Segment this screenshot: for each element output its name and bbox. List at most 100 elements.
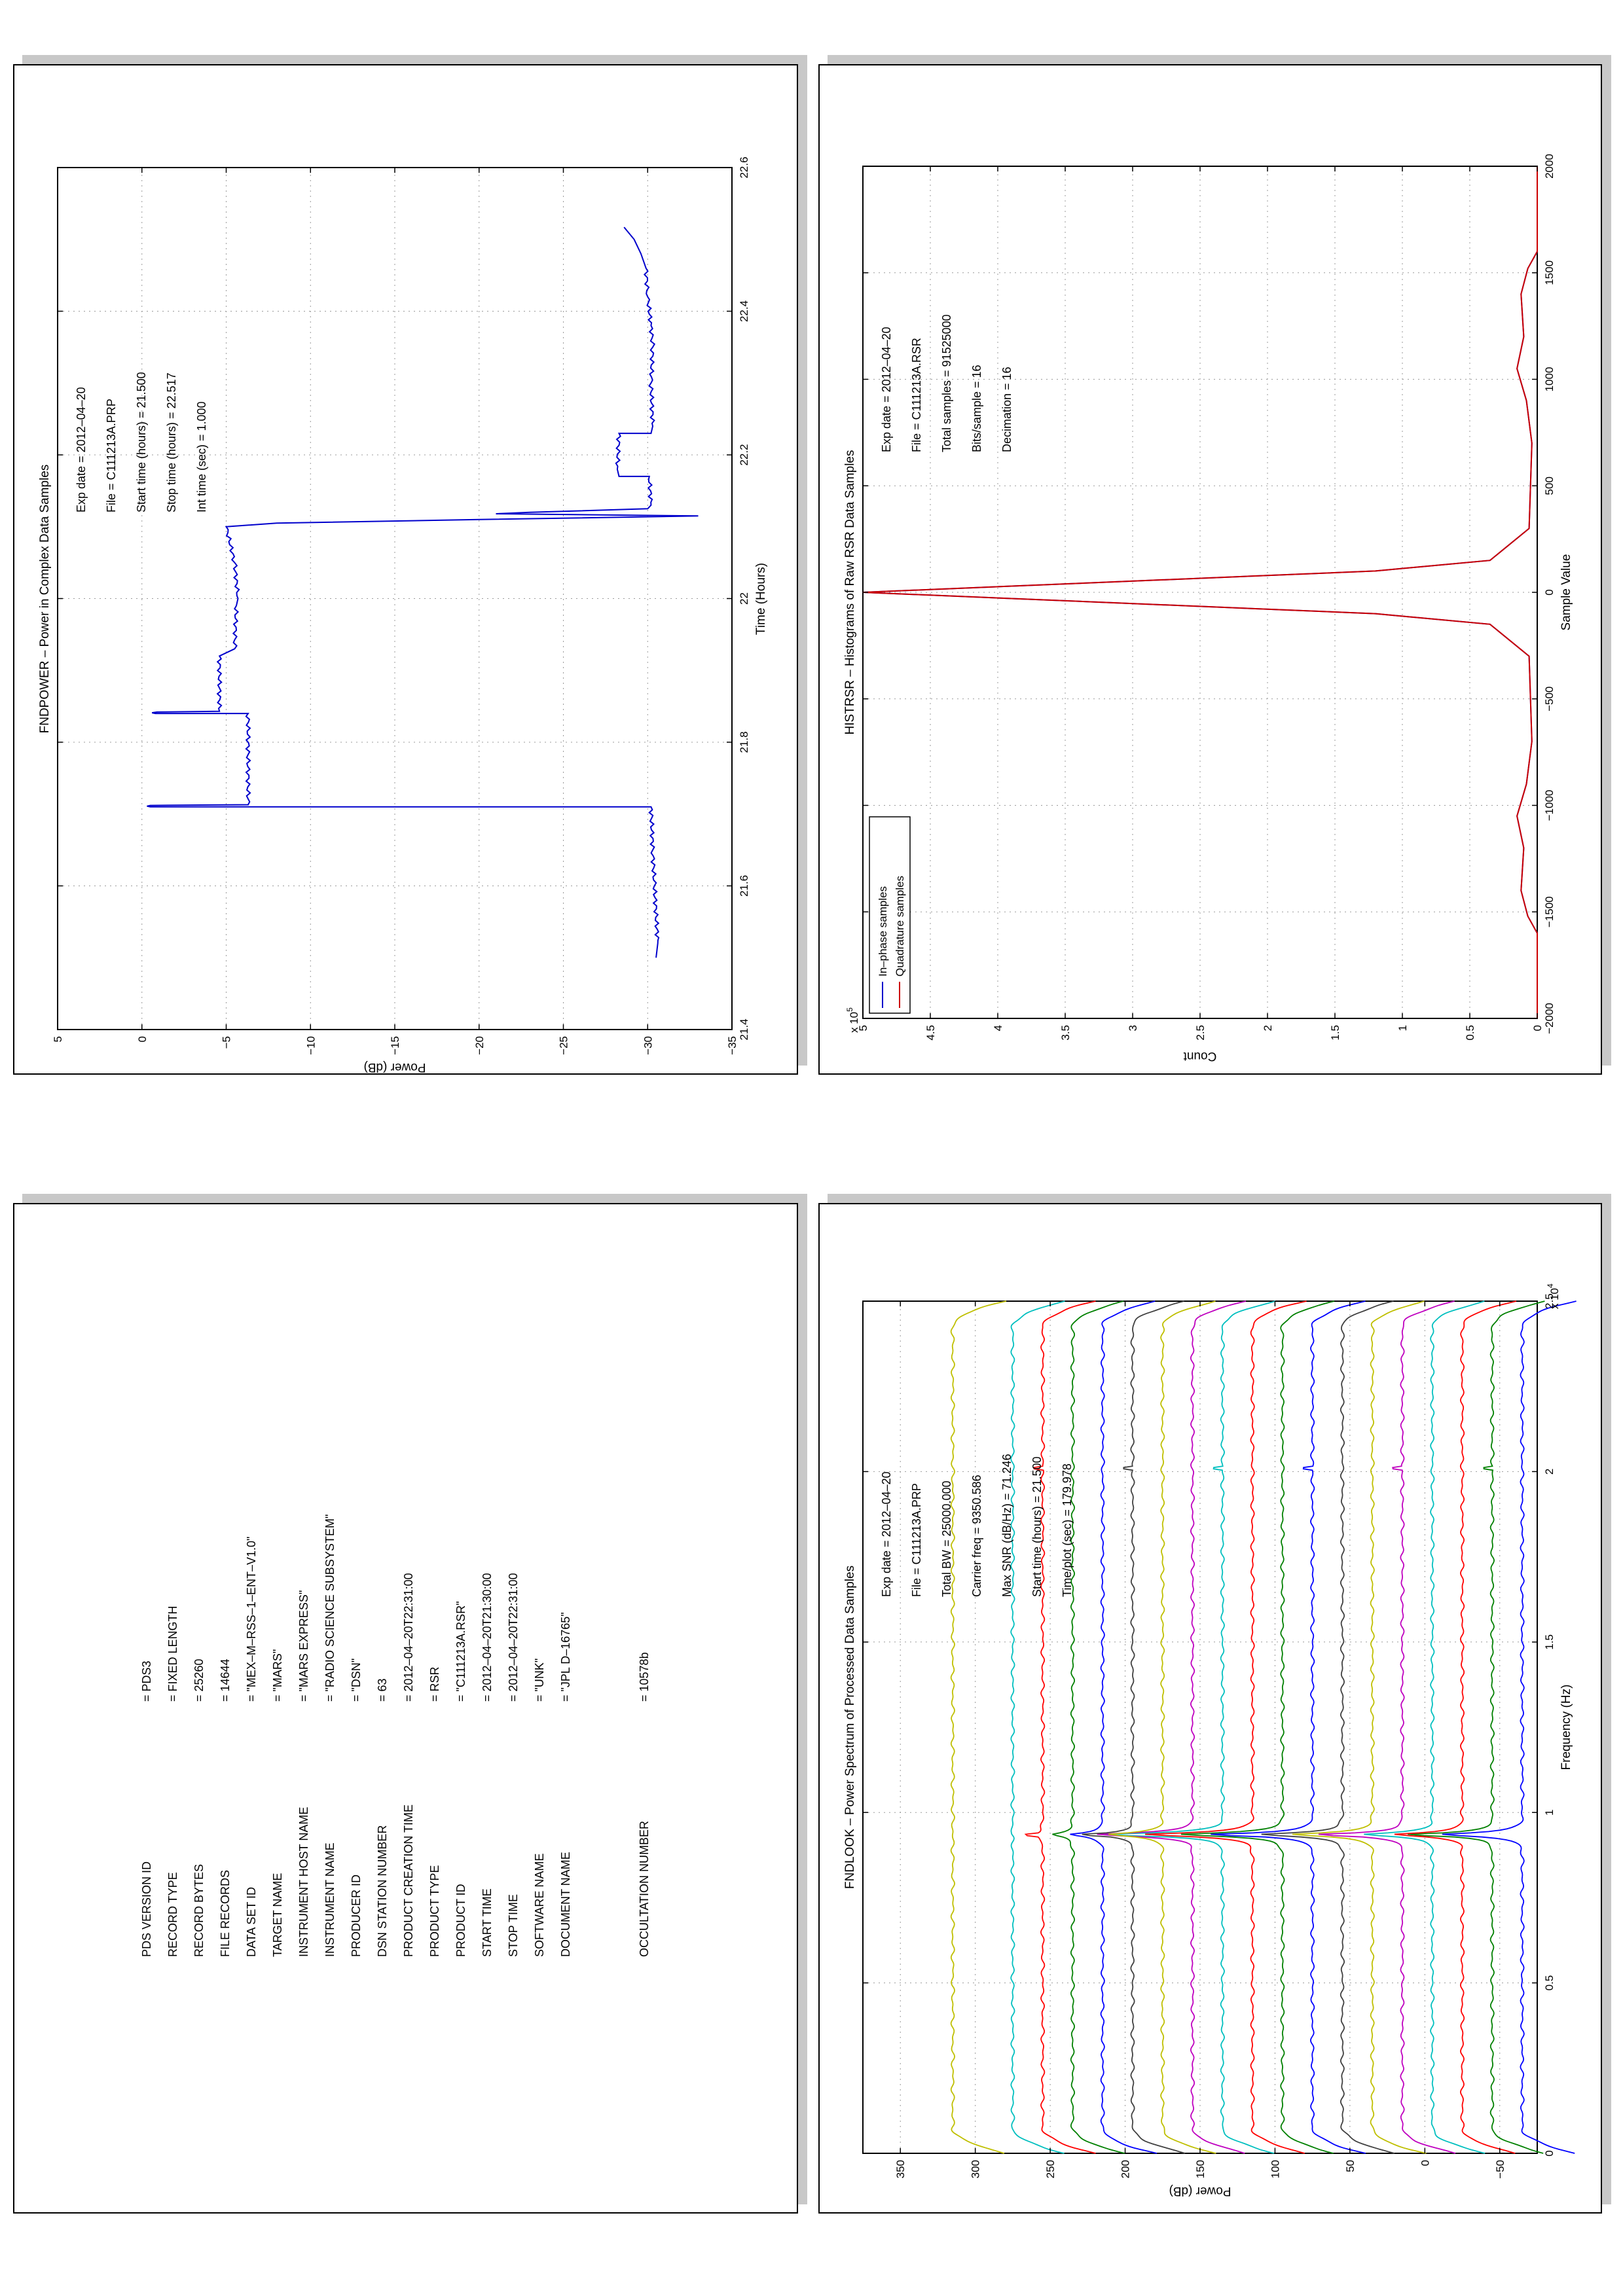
h-ytick-label: 4 (992, 1025, 1004, 1031)
fndlook-series-18 (1010, 1300, 1065, 2154)
pds-label-table: PDS VERSION ID = PDS3 RECORD TYPE = FIXED L… (140, 1515, 651, 1957)
p-xtick-label: 21.6 (738, 875, 750, 897)
histrsr-ylabel: Count (1183, 1049, 1216, 1063)
p-ytick-label: −25 (558, 1036, 570, 1055)
pds-label-value: = "DSN" (350, 1659, 363, 1702)
pds-label-value: = "UNK" (533, 1659, 546, 1702)
pds-label-key: STOP TIME (507, 1894, 520, 1957)
fndpower-xlabel: Time (Hours) (754, 563, 768, 635)
fndpower-info-line: Start time (hours) = 21.500 (135, 372, 148, 512)
fndlook-series-10 (1144, 1300, 1307, 2154)
pds-label-value: = 2012–04–20T22:31:00 (402, 1573, 415, 1702)
p-ytick-label: −30 (642, 1036, 654, 1055)
h-xtick-label: −1000 (1543, 790, 1556, 821)
p-ytick-label: 0 (136, 1036, 149, 1042)
fndlook-series-2 (1408, 1300, 1545, 2154)
histrsr-legend-quadrature: Quadrature samples (894, 876, 906, 977)
l-xtick-label: 1 (1543, 1809, 1556, 1815)
p-xtick-label: 21.4 (738, 1018, 750, 1040)
fndlook-info-line: Start time (hours) = 21.500 (1030, 1456, 1044, 1597)
pds-label-value: = "C111213A.RSR" (454, 1601, 467, 1702)
h-ytick-label: 4.5 (924, 1025, 937, 1041)
pds-label-value: = "MEX–M–RSS–1–ENT–V1.0" (245, 1537, 258, 1702)
h-ytick-label: 2 (1262, 1025, 1274, 1031)
fndlook-series-15 (1070, 1300, 1158, 2154)
fndpower-info: Exp date = 2012–04–20 File = C111213A.PR… (75, 372, 208, 512)
pds-label-key: INSTRUMENT NAME (323, 1842, 337, 1957)
fndlook-panel (818, 1203, 1602, 2214)
pds-label-value: = FIXED LENGTH (166, 1605, 179, 1702)
pds-label-value: = 10578b (638, 1652, 651, 1702)
fndlook-series-6 (1292, 1300, 1427, 2154)
p-ytick-label: 5 (52, 1036, 64, 1042)
p-xtick-label: 22 (738, 592, 750, 605)
h-ytick-label: 1 (1396, 1025, 1409, 1031)
fndlook-info-line: Carrier freq = 9350.586 (970, 1475, 983, 1597)
histrsr-panel (818, 64, 1602, 1075)
h-ytick-label: 0 (1531, 1025, 1544, 1031)
fndlook-series-19 (950, 1300, 1007, 2154)
pds-label-value: = 2012–04–20T21:30:00 (481, 1573, 494, 1702)
pds-label-value: = 63 (376, 1678, 389, 1702)
p-xtick-label: 22.6 (738, 156, 750, 178)
fndlook-series-9 (1180, 1300, 1335, 2154)
l-xtick-label: 0 (1543, 2150, 1556, 2156)
fndlook-info-line: Exp date = 2012–04–20 (880, 1471, 893, 1597)
h-ytick-label: 1.5 (1329, 1025, 1341, 1041)
h-ytick-label: 2.5 (1194, 1025, 1207, 1041)
fndlook-series-13 (1108, 1300, 1216, 2154)
pds-label-value: = "MARS EXPRESS" (297, 1590, 310, 1702)
h-xtick-label: 2000 (1543, 154, 1556, 179)
fndlook-info-line: Max SNR (dB/Hz) = 71.246 (1000, 1454, 1013, 1597)
fndpower-info-line: File = C111213A.PRP (105, 399, 118, 512)
histrsr-info-line: Bits/sample = 16 (970, 365, 983, 452)
h-xtick-label: 0 (1543, 589, 1556, 595)
p-ytick-label: −15 (389, 1036, 401, 1055)
fndlook-series-4 (1364, 1300, 1486, 2154)
pds-label-value: = RSR (428, 1666, 441, 1702)
pds-label-key: PRODUCT ID (454, 1884, 467, 1957)
l-ytick-label: 50 (1344, 2160, 1357, 2172)
fndpower-series (147, 226, 699, 958)
fndlook-series-16 (1052, 1300, 1125, 2154)
h-ytick-label: 5 (857, 1025, 869, 1031)
fndlook-series-14 (1082, 1300, 1186, 2154)
h-xtick-label: 1000 (1543, 367, 1556, 392)
p-xtick-label: 21.8 (738, 731, 750, 753)
pds-label-key: DOCUMENT NAME (559, 1852, 572, 1957)
pds-label-value: = 25260 (192, 1659, 206, 1702)
pds-label-value: = 2012–04–20T22:31:00 (507, 1573, 520, 1702)
pds-label-key: START TIME (481, 1888, 494, 1957)
pds-label-key: SOFTWARE NAME (533, 1854, 546, 1957)
p-xtick-label: 22.2 (738, 444, 750, 465)
h-xtick-label: 1500 (1543, 260, 1556, 285)
l-ytick-label: 100 (1269, 2160, 1281, 2178)
pds-label-key: INSTRUMENT HOST NAME (297, 1807, 310, 1957)
fndpower-info-line: Stop time (hours) = 22.517 (165, 372, 178, 512)
histrsr-xlabel: Sample Value (1559, 554, 1573, 631)
h-xtick-label: 500 (1543, 476, 1556, 495)
l-xtick-label: 2.5 (1543, 1293, 1556, 1309)
pds-label-key: RECORD TYPE (166, 1872, 179, 1957)
label-panel (13, 1203, 798, 2214)
fndlook-info: Exp date = 2012–04–20 File = C111213A.PR… (880, 1454, 1074, 1597)
l-ytick-label: 200 (1120, 2160, 1132, 2178)
pds-label-value: = PDS3 (140, 1660, 153, 1702)
pds-label-key: RECORD BYTES (192, 1864, 206, 1957)
fndlook-series-1 (1442, 1300, 1577, 2154)
fndpower-title: FNDPOWER – Power in Complex Data Samples (38, 465, 52, 734)
fndlook-series-3 (1394, 1300, 1517, 2154)
p-xtick-label: 22.4 (738, 300, 750, 322)
fndlook-info-line: Time/plot (sec) = 179.978 (1061, 1463, 1074, 1597)
fndlook-info-line: Total BW = 25000.000 (940, 1480, 953, 1597)
pds-label-value: = "MARS" (271, 1649, 284, 1702)
histrsr-info-line: File = C111213A.RSR (910, 338, 923, 452)
p-ytick-label: −10 (304, 1036, 317, 1055)
histrsr-info-line: Decimation = 16 (1000, 367, 1013, 452)
l-ytick-label: 300 (970, 2160, 982, 2178)
h-ytick-label: 0.5 (1464, 1025, 1476, 1041)
l-xtick-label: 2 (1543, 1469, 1556, 1475)
pds-label-key: PRODUCT CREATION TIME (402, 1804, 415, 1957)
p-ytick-label: −5 (221, 1036, 233, 1049)
